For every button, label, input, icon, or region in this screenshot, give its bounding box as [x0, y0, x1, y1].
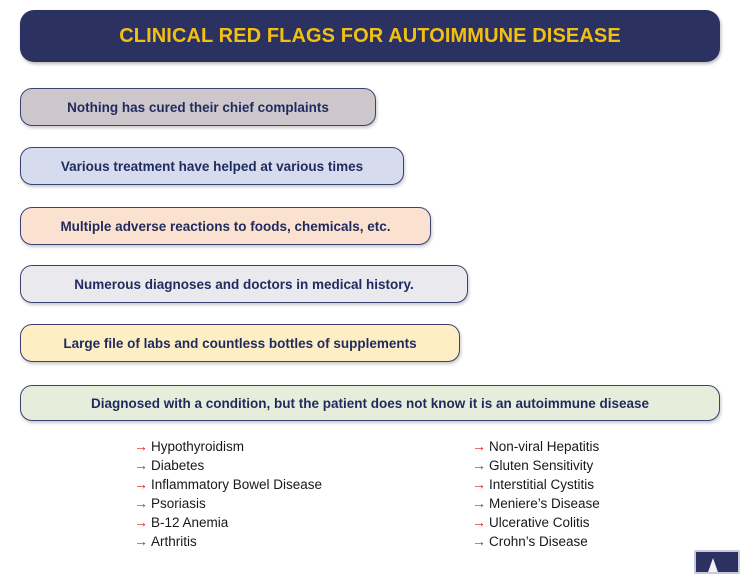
callout-pill-6-label: Diagnosed with a condition, but the pati… — [90, 395, 650, 411]
condition-list-item: → Non-viral Hepatitis — [472, 437, 600, 456]
callout-pill-1-label: Nothing has cured their chief complaints — [67, 99, 329, 115]
callout-pill-4: Numerous diagnoses and doctors in medica… — [20, 265, 468, 303]
condition-list-left: → Hypothyroidism → Diabetes → Inflammatory Bo… — [134, 437, 322, 551]
callout-pill-5: Large file of labs and countless bottles… — [20, 324, 460, 362]
arrow-right-icon: → — [134, 514, 148, 530]
condition-list-item: → B-12 Anemia — [134, 513, 322, 532]
condition-label: Diabetes — [151, 458, 205, 473]
condition-list-item: → Arthritis — [134, 532, 322, 551]
condition-list-item: → Diabetes — [134, 456, 322, 475]
condition-label: Ulcerative Colitis — [489, 515, 590, 530]
presenter-logo — [694, 550, 740, 574]
condition-list-right: → Non-viral Hepatitis → Gluten Sensitivity →… — [472, 437, 600, 551]
arrow-right-icon: → — [472, 495, 486, 511]
arrow-right-icon: → — [472, 533, 486, 549]
arrow-right-icon: → — [472, 514, 486, 530]
callout-pill-5-label: Large file of labs and countless bottles… — [63, 335, 417, 351]
condition-label: Interstitial Cystitis — [489, 477, 595, 492]
callout-pill-3: Multiple adverse reactions to foods, che… — [20, 207, 431, 245]
condition-label: Inflammatory Bowel Disease — [151, 477, 323, 492]
condition-list-item: → Inflammatory Bowel Disease — [134, 475, 322, 494]
condition-label: Hypothyroidism — [151, 439, 245, 454]
slide-title-banner: CLINICAL RED FLAGS FOR AUTOIMMUNE DISEAS… — [20, 10, 720, 62]
condition-list-item: → Hypothyroidism — [134, 437, 322, 456]
arrow-right-icon: → — [134, 476, 148, 492]
condition-list-item: → Crohn’s Disease — [472, 532, 600, 551]
condition-list-item: → Psoriasis — [134, 494, 322, 513]
condition-lists: → Hypothyroidism → Diabetes → Inflammatory Bo… — [0, 437, 740, 557]
arrow-right-icon: → — [472, 438, 486, 454]
arrow-right-icon: → — [472, 457, 486, 473]
arrow-right-icon: → — [472, 476, 486, 492]
page-title: CLINICAL RED FLAGS FOR AUTOIMMUNE DISEAS… — [119, 24, 621, 47]
callout-pill-3-label: Multiple adverse reactions to foods, che… — [60, 218, 391, 234]
arrow-right-icon: → — [134, 495, 148, 511]
condition-label: B-12 Anemia — [151, 515, 229, 530]
condition-label: Arthritis — [151, 534, 197, 549]
arrow-right-icon: → — [134, 533, 148, 549]
condition-list-item: → Gluten Sensitivity — [472, 456, 600, 475]
arrow-right-icon: → — [134, 438, 148, 454]
condition-label: Meniere’s Disease — [489, 496, 600, 511]
condition-list-item: → Interstitial Cystitis — [472, 475, 600, 494]
condition-list-item: → Ulcerative Colitis — [472, 513, 600, 532]
arrow-right-icon: → — [134, 457, 148, 473]
condition-label: Non-viral Hepatitis — [489, 439, 600, 454]
callout-pill-2: Various treatment have helped at various… — [20, 147, 404, 185]
condition-list-item: → Meniere’s Disease — [472, 494, 600, 513]
callout-pill-1: Nothing has cured their chief complaints — [20, 88, 376, 126]
condition-label: Crohn’s Disease — [489, 534, 588, 549]
callout-pill-4-label: Numerous diagnoses and doctors in medica… — [74, 276, 414, 292]
logo-mark-icon — [706, 558, 720, 572]
callout-pill-6: Diagnosed with a condition, but the pati… — [20, 385, 720, 421]
callout-pill-2-label: Various treatment have helped at various… — [60, 158, 364, 174]
condition-label: Gluten Sensitivity — [489, 458, 594, 473]
condition-label: Psoriasis — [151, 496, 206, 511]
